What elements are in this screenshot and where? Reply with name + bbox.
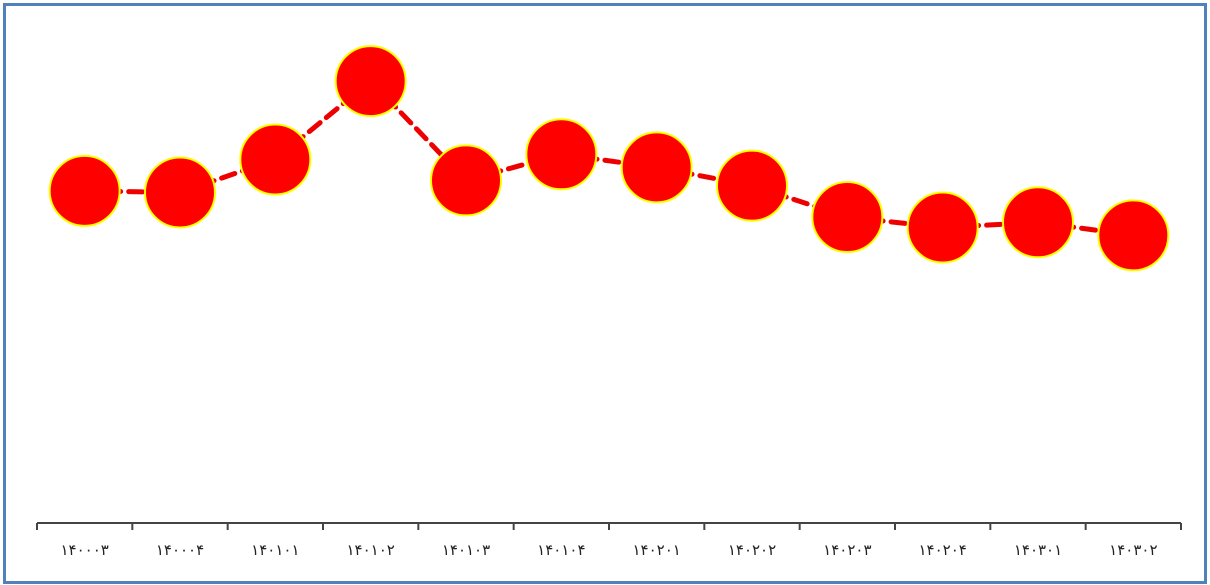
data-point [430, 144, 502, 217]
series-layer [48, 45, 1170, 272]
data-point [620, 131, 693, 204]
data-point [525, 118, 598, 191]
x-tick-label: ۱۴۰۱۰۴ [537, 541, 585, 559]
data-point [48, 154, 121, 227]
data-point [1097, 199, 1170, 272]
data-point [811, 181, 884, 254]
series-line-segment [749, 183, 850, 220]
x-tick-label: ۱۴۰۰۰۳ [60, 541, 108, 559]
x-tick-label: ۱۴۰۱۰۳ [442, 541, 490, 559]
data-point [334, 45, 407, 118]
series-line-segment [177, 157, 278, 195]
x-tick-label: ۱۴۰۲۰۳ [823, 541, 871, 559]
data-point [716, 149, 788, 222]
x-tick-label: ۱۴۰۱۰۱ [251, 541, 299, 559]
x-tick-label: ۱۴۰۳۰۲ [1109, 541, 1157, 559]
x-tick-label: ۱۴۰۳۰۱ [1014, 541, 1062, 559]
x-tick-label: ۱۴۰۲۰۲ [728, 541, 776, 559]
chart-frame [3, 3, 1207, 584]
data-point [239, 123, 312, 196]
x-axis: ۱۴۰۰۰۳ ۱۴۰۰۰۴ ۱۴۰۱۰۱ ۱۴۰۱۰۲ ۱۴۰۱۰۳ ۱۴۰۱۰۴ ۱۴۰۲… [36, 522, 1182, 559]
data-point [906, 191, 979, 264]
data-point [1002, 186, 1074, 259]
x-tick-label: ۱۴۰۲۰۴ [918, 541, 966, 559]
x-tick-label: ۱۴۰۱۰۲ [346, 541, 394, 559]
data-point [144, 156, 216, 229]
x-tick-label: ۱۴۰۰۰۴ [156, 541, 204, 559]
x-tick-label: ۱۴۰۲۰۱ [632, 541, 680, 559]
